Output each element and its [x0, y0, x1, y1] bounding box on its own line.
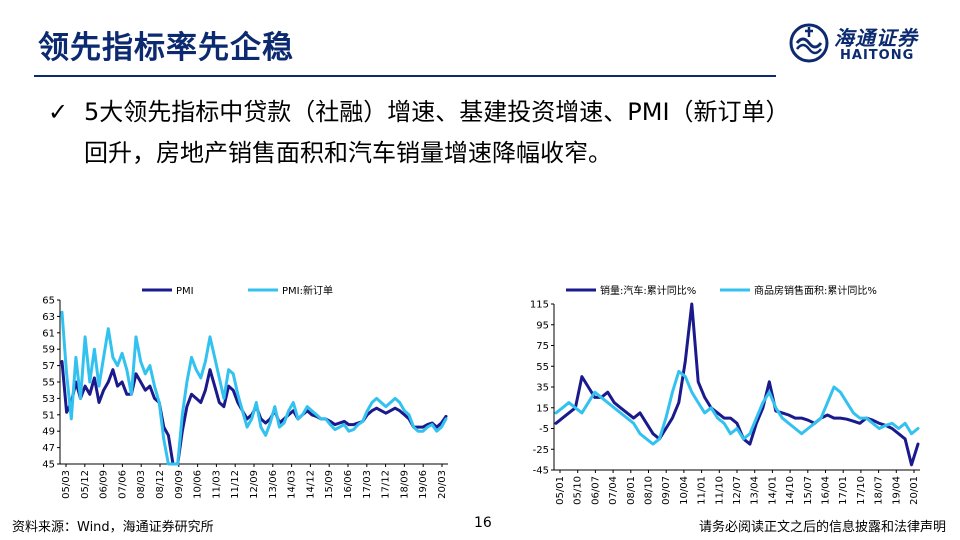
x-tick-label-1-14: 15/07: [803, 476, 814, 505]
x-tick-label-1-18: 18/07: [874, 476, 885, 505]
x-tick-label-0-1: 05/12: [80, 470, 91, 499]
y-tick-label-1-8: -45: [533, 466, 549, 477]
y-tick-label-1-1: 95: [536, 320, 549, 331]
page-number: 16: [474, 515, 492, 531]
x-tick-label-0-9: 11/12: [230, 470, 241, 499]
x-tick-label-0-14: 15/09: [324, 470, 335, 499]
pmi-chart: PMI PMI:新订单 65 63 61 59 57 55 53 51 49 47 45 05/03 05/…: [42, 284, 448, 499]
x-tick-label-0-20: 20/03: [437, 470, 448, 499]
x-tick-label-0-8: 11/03: [211, 470, 222, 499]
legend-label-0-1: PMI:新订单: [282, 284, 333, 297]
y-tick-label-0-6: 53: [42, 394, 55, 405]
y-tick-label-1-6: -5: [539, 424, 549, 435]
haitong-logo: 海通证券 HAITONG: [788, 18, 938, 70]
chart-0-legend: PMI PMI:新订单: [142, 284, 333, 297]
x-tick-label-0-6: 09/09: [174, 470, 185, 499]
haitong-emblem-icon: [789, 23, 829, 63]
y-tick-label-0-3: 59: [42, 345, 55, 356]
y-tick-label-0-1: 63: [42, 312, 55, 323]
y-tick-label-0-5: 55: [42, 378, 55, 389]
x-tick-label-0-4: 08/03: [136, 470, 147, 499]
auto-housing-chart: 销量:汽车:累计同比% 商品房销售面积:累计同比% 115 95 75 55 35 15 -5 -…: [530, 284, 920, 505]
checkmark-icon: ✓: [48, 98, 69, 126]
series-line-1-0: [554, 302, 920, 467]
x-tick-label-1-15: 16/04: [821, 476, 832, 505]
x-tick-label-1-9: 11/10: [714, 476, 725, 505]
series-line-0-1: [60, 310, 448, 466]
x-tick-label-0-19: 19/06: [418, 470, 429, 499]
x-tick-label-1-17: 17/10: [856, 476, 867, 505]
x-tick-label-1-2: 06/07: [590, 476, 601, 505]
logo-chinese-text: 海通证券: [834, 26, 918, 50]
source-note: 资料来源：Wind，海通证券研究所: [12, 520, 214, 535]
x-tick-label-1-13: 14/10: [785, 476, 796, 505]
x-tick-label-0-15: 16/06: [343, 470, 354, 499]
x-tick-label-0-13: 14/12: [305, 470, 316, 499]
x-tick-label-1-0: 05/01: [555, 476, 566, 505]
y-tick-label-0-10: 45: [42, 460, 55, 471]
x-tick-label-1-12: 14/01: [767, 476, 778, 505]
x-tick-label-0-3: 07/06: [117, 470, 128, 499]
y-tick-label-1-3: 55: [536, 362, 549, 373]
page-title: 领先指标率先企稳: [38, 30, 294, 66]
x-tick-label-0-18: 18/09: [399, 470, 410, 499]
bullet-point: ✓ 5大领先指标中贷款（社融）增速、基建投资增速、PMI（新订单） 回升，房地产…: [48, 92, 938, 174]
logo-english-text: HAITONG: [840, 48, 915, 63]
x-tick-label-1-10: 12/07: [732, 476, 743, 505]
x-tick-label-1-8: 11/01: [697, 476, 708, 505]
bullet-line-2: 回升，房地产销售面积和汽车销量增速降幅收窄。: [84, 139, 612, 167]
legend-label-1-0: 销量:汽车:累计同比%: [600, 284, 696, 297]
x-tick-label-1-3: 07/04: [608, 476, 619, 505]
disclaimer: 请务必阅读正文之后的信息披露和法律声明: [698, 520, 946, 535]
x-tick-label-0-2: 06/09: [99, 470, 110, 499]
y-tick-label-1-7: -25: [533, 445, 549, 456]
title-divider: [34, 75, 776, 77]
y-tick-label-0-4: 57: [42, 361, 55, 372]
x-tick-label-0-11: 13/06: [268, 470, 279, 499]
legend-label-1-1: 商品房销售面积:累计同比%: [754, 284, 877, 297]
x-tick-label-1-16: 17/01: [838, 476, 849, 505]
x-tick-label-0-0: 05/03: [61, 470, 72, 499]
x-tick-label-0-16: 17/03: [362, 470, 373, 499]
x-tick-label-0-12: 14/03: [287, 470, 298, 499]
x-tick-label-0-5: 08/12: [155, 470, 166, 499]
x-tick-label-0-10: 12/09: [249, 470, 260, 499]
x-tick-label-1-20: 20/01: [909, 476, 920, 505]
x-tick-label-1-7: 10/04: [679, 476, 690, 505]
x-tick-label-1-6: 09/07: [661, 476, 672, 505]
y-tick-label-1-0: 115: [530, 300, 549, 311]
y-tick-label-0-0: 65: [42, 296, 55, 307]
x-tick-label-1-5: 08/10: [644, 476, 655, 505]
x-tick-label-0-17: 17/12: [381, 470, 392, 499]
series-line-1-1: [554, 369, 920, 446]
legend-label-0-0: PMI: [176, 286, 194, 297]
y-tick-label-0-2: 61: [42, 328, 55, 339]
y-tick-label-1-2: 75: [536, 341, 549, 352]
chart-1-legend: 销量:汽车:累计同比% 商品房销售面积:累计同比%: [566, 284, 877, 297]
y-tick-label-0-7: 51: [42, 410, 55, 421]
y-tick-label-1-4: 35: [536, 383, 549, 394]
x-tick-label-1-1: 05/10: [573, 476, 584, 505]
y-tick-label-0-9: 47: [42, 443, 55, 454]
bullet-line-1: 5大领先指标中贷款（社融）增速、基建投资增速、PMI（新订单）: [84, 98, 790, 126]
y-tick-label-1-5: 15: [536, 403, 549, 414]
x-tick-label-1-19: 19/04: [891, 476, 902, 505]
x-tick-label-0-7: 10/06: [193, 470, 204, 499]
x-tick-label-1-4: 08/01: [626, 476, 637, 505]
x-tick-label-1-11: 13/04: [750, 476, 761, 505]
y-tick-label-0-8: 49: [42, 427, 55, 438]
